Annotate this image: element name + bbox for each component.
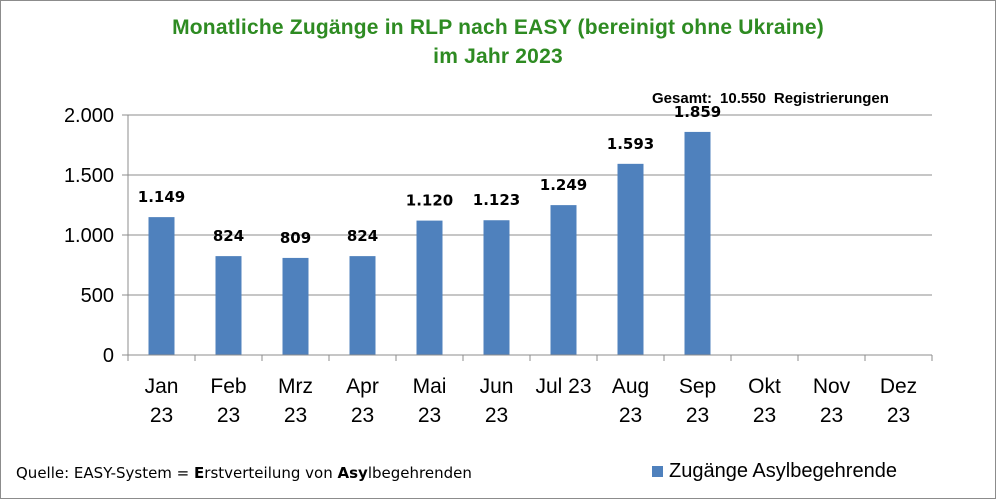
bar (550, 205, 577, 355)
y-tick-label: 1.000 (64, 225, 114, 247)
x-tick-label: 23 (485, 404, 508, 427)
source-prefix: Quelle: EASY-System = (16, 464, 195, 482)
source-bold-e: E (194, 464, 205, 482)
data-label: 1.859 (674, 103, 721, 121)
x-tick-label: Mrz (278, 375, 313, 398)
x-tick-label: Aug (612, 375, 649, 398)
x-tick-label: 23 (217, 404, 240, 427)
chart-title: Monatliche Zugänge in RLP nach EASY (ber… (172, 16, 824, 39)
data-label: 1.120 (406, 192, 453, 210)
x-tick-label: 23 (418, 404, 441, 427)
total-value: 10.550 (720, 90, 766, 107)
bar (483, 220, 510, 355)
y-tick-label: 2.000 (64, 105, 114, 127)
x-tick-label: 23 (619, 404, 642, 427)
total-unit: Registrierungen (773, 90, 889, 107)
x-tick-label: Jun (480, 375, 514, 398)
x-tick-label: 23 (887, 404, 910, 427)
x-tick-label: 23 (686, 404, 709, 427)
data-label: 824 (347, 227, 378, 245)
x-tick-label: Sep (679, 375, 716, 398)
bar (416, 220, 443, 355)
x-tick-label: Nov (813, 375, 851, 398)
legend: Zugänge Asylbegehrende (652, 460, 897, 483)
x-tick-label: Okt (748, 375, 781, 398)
data-label: 1.249 (540, 176, 587, 194)
bar (282, 257, 309, 355)
x-tick-label: Mai (413, 375, 447, 398)
x-tick-label: Dez (880, 375, 917, 398)
source-note: Quelle: EASY-System = Erstverteilung von… (16, 464, 472, 482)
y-tick-label: 1.500 (64, 165, 114, 187)
bar (349, 256, 376, 355)
data-label: 824 (213, 227, 244, 245)
x-tick-label: 23 (820, 404, 843, 427)
data-label: 1.593 (607, 135, 654, 153)
bar (215, 256, 242, 355)
x-tick-label: 23 (284, 404, 307, 427)
x-tick-label: 23 (351, 404, 374, 427)
x-tick-label: Feb (210, 375, 246, 398)
legend-label: Zugänge Asylbegehrende (669, 460, 897, 482)
source-bold-asy: Asy (337, 464, 368, 482)
data-label: 1.149 (138, 188, 185, 206)
source-mid: rstverteilung von (204, 464, 338, 482)
data-label: 809 (280, 229, 311, 247)
source-suffix: lbegehrenden (367, 464, 472, 482)
bar (617, 163, 644, 355)
y-tick-label: 500 (81, 285, 114, 307)
total-label: Gesamt: (652, 90, 713, 107)
legend-swatch (652, 466, 663, 477)
x-tick-label: Apr (346, 375, 379, 398)
bar (684, 131, 711, 355)
chart-subtitle: im Jahr 2023 (433, 45, 563, 68)
x-tick-label: 23 (753, 404, 776, 427)
bar (148, 217, 175, 355)
x-tick-label: 23 (150, 404, 173, 427)
data-label: 1.123 (473, 191, 520, 209)
x-tick-label: Jul 23 (535, 375, 591, 398)
total-note: Gesamt: 10.550 Registrierungen (652, 90, 897, 107)
x-tick-label: Jan (145, 375, 179, 398)
y-tick-label: 0 (103, 345, 114, 367)
